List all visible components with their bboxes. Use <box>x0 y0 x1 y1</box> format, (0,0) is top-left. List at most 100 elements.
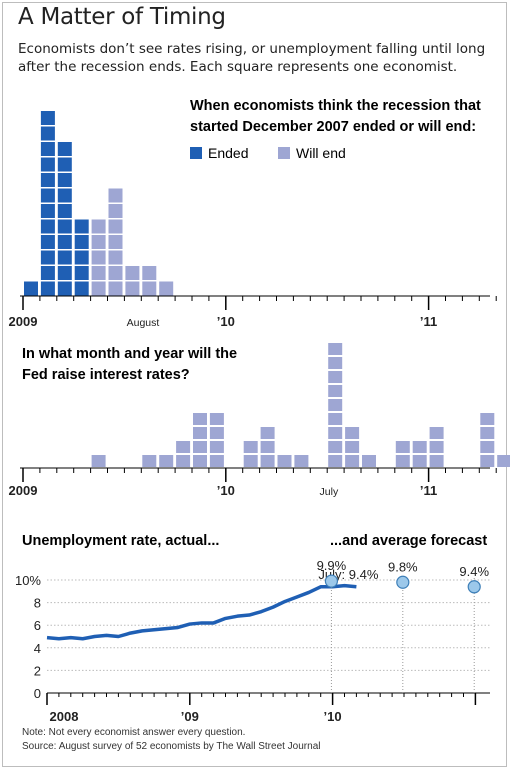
fed-square <box>91 455 106 467</box>
fed-square <box>328 413 343 425</box>
will-end-square <box>108 219 123 234</box>
forecast-value-label: 9.9% <box>317 558 347 573</box>
chart1-squares <box>24 111 174 296</box>
fed-square <box>294 455 309 467</box>
chart2-squares <box>91 343 510 467</box>
fed-square <box>193 455 207 467</box>
ended-square <box>40 219 55 234</box>
fed-square <box>412 441 427 453</box>
ended-square <box>57 235 72 249</box>
ended-square <box>57 204 72 218</box>
fed-square <box>193 413 207 425</box>
ended-square <box>40 204 55 218</box>
fed-square <box>345 441 360 453</box>
chart2-x-label: ’11 <box>420 483 437 498</box>
forecast-value-label: 9.8% <box>388 559 418 574</box>
will-end-square <box>108 204 123 218</box>
ended-square <box>57 173 72 187</box>
will-end-square <box>159 281 174 296</box>
chart1-title-line1: When economists think the recession that <box>190 98 481 114</box>
fed-square <box>176 441 191 453</box>
chart1-axis: 2009 August ’10 ’11 <box>9 295 497 329</box>
fed-square <box>429 427 444 439</box>
recession-end-chart: When economists think the recession that… <box>9 98 497 329</box>
ended-square <box>40 126 55 141</box>
will-end-square <box>108 235 123 249</box>
will-end-square <box>91 235 106 249</box>
ended-square <box>40 173 55 187</box>
chart3-y-tick: 8 <box>34 596 41 611</box>
chart3-title: Unemployment rate, actual... <box>22 533 219 549</box>
ended-square <box>57 219 72 234</box>
forecast-point <box>396 575 410 589</box>
page-title: A Matter of Timing <box>18 4 226 30</box>
chart3-y-tick: 10% <box>15 573 41 588</box>
ended-square <box>40 250 55 265</box>
fed-square <box>209 427 224 439</box>
forecast-point <box>467 580 481 594</box>
will-end-square <box>91 219 106 234</box>
fed-square <box>260 441 275 453</box>
ended-square <box>40 235 55 249</box>
chart2-title-line1: In what month and year will the <box>22 346 237 362</box>
ended-square <box>57 250 72 265</box>
ended-square <box>74 250 89 265</box>
will-end-square <box>125 266 140 280</box>
chart3-plot: July: 9.4%9.9% 9.8% 9.4% <box>46 558 489 693</box>
chart2-title-line2: Fed raise interest rates? <box>22 367 190 383</box>
ended-square <box>57 188 72 203</box>
fed-square <box>429 455 444 467</box>
fed-square <box>209 413 224 425</box>
chart2-x-label: July <box>320 486 339 498</box>
fed-rate-chart: In what month and year will the Fed rais… <box>9 343 510 498</box>
ended-square <box>40 188 55 203</box>
unemployment-chart: Unemployment rate, actual... ...and aver… <box>15 533 490 724</box>
chart3-y-tick: 0 <box>34 686 41 701</box>
fed-square <box>328 343 343 355</box>
will-end-square <box>108 281 123 296</box>
chart2-x-label: 2009 <box>9 483 38 498</box>
fed-square <box>480 427 495 439</box>
will-end-square <box>142 266 157 280</box>
fed-square <box>243 441 258 453</box>
fed-square <box>412 455 427 467</box>
fed-square <box>480 441 495 453</box>
legend-ended-label: Ended <box>208 145 248 161</box>
ended-square <box>40 281 55 296</box>
ended-square <box>57 281 72 296</box>
ended-square <box>74 281 89 296</box>
will-end-square <box>125 281 140 296</box>
fed-square <box>193 427 207 439</box>
ended-square <box>74 235 89 249</box>
will-end-square <box>108 250 123 265</box>
ended-square <box>74 219 89 234</box>
unemployment-actual-line <box>46 583 357 641</box>
fed-square <box>328 427 343 439</box>
fed-square <box>497 455 510 467</box>
ended-square <box>40 266 55 280</box>
source-text: Source: August survey of 52 economists b… <box>22 741 321 752</box>
forecast-point <box>324 574 339 588</box>
fed-square <box>480 413 495 425</box>
ended-square <box>74 266 89 280</box>
legend-will-end-swatch <box>278 147 290 159</box>
will-end-square <box>108 188 123 203</box>
fed-square <box>209 455 224 467</box>
fed-square <box>277 455 292 467</box>
legend-ended-swatch <box>190 147 202 159</box>
chart3-y-tick: 2 <box>34 663 41 678</box>
chart1-x-label: ’11 <box>420 314 437 329</box>
chart2-x-label: ’10 <box>217 483 235 498</box>
ended-square <box>57 266 72 280</box>
fed-square <box>328 399 343 411</box>
chart3-forecast-title: ...and average forecast <box>330 533 487 549</box>
chart3-grid: 0 2 4 6 8 10% 2008 ’09 ’10 <box>15 573 490 724</box>
fed-square <box>345 427 360 439</box>
fed-square <box>328 385 343 397</box>
chart3-y-tick: 6 <box>34 618 41 633</box>
will-end-square <box>91 281 106 296</box>
fed-square <box>328 455 343 467</box>
chart1-x-label: August <box>127 317 160 329</box>
fed-square <box>328 357 343 369</box>
